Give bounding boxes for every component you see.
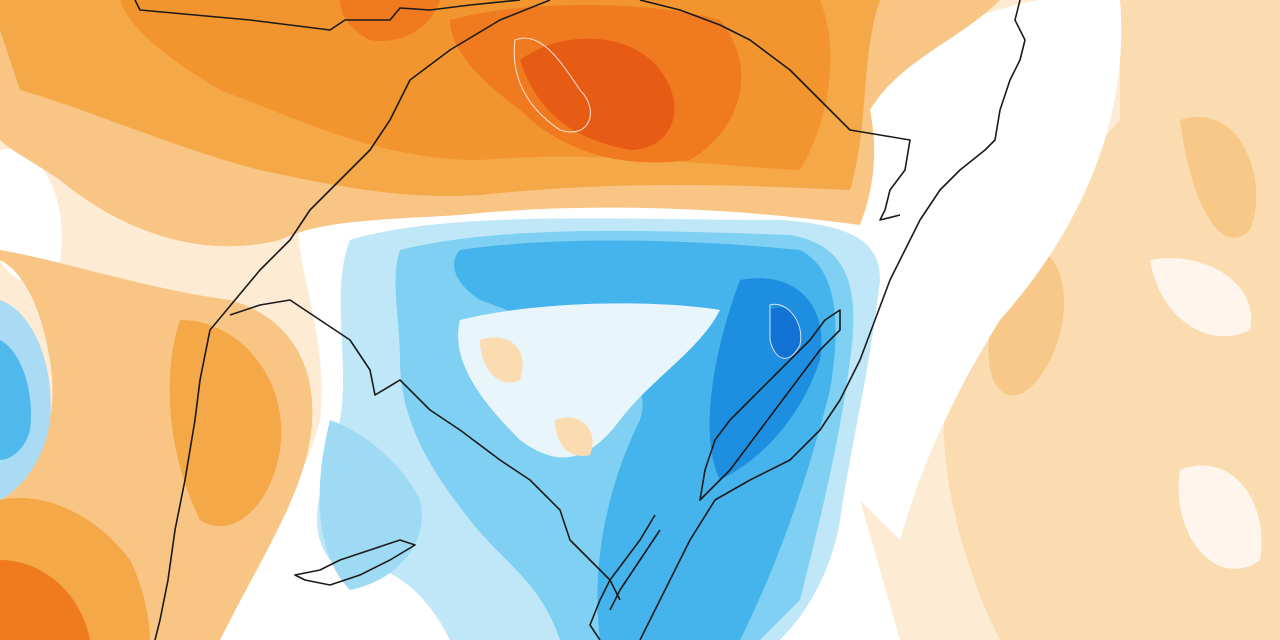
- contour-line: [769, 303, 802, 359]
- neutral-coast: [860, 0, 1122, 540]
- lagoon: [589, 514, 661, 640]
- state-border: [134, 0, 521, 31]
- cool-area-southwest: [319, 420, 422, 590]
- country-border: [229, 299, 621, 601]
- warm-area-west-mid: [169, 320, 282, 527]
- lagoon: [699, 309, 841, 501]
- coastline: [639, 0, 1026, 640]
- cool-area-peak: [770, 307, 801, 360]
- warm-area-east-core: [1180, 116, 1257, 238]
- neutral-west: [0, 148, 62, 284]
- neutral-patch: [1150, 258, 1252, 337]
- warm-patch: [480, 337, 523, 383]
- warm-patch: [555, 417, 593, 456]
- neutral-patch: [1178, 465, 1262, 569]
- reservoir: [294, 539, 416, 586]
- state-border: [639, 0, 911, 221]
- cool-area-west-core: [0, 340, 31, 460]
- warm-area-southwest-core: [0, 560, 90, 640]
- country-border: [154, 0, 551, 640]
- neutral-inner: [458, 303, 720, 458]
- contour-line: [513, 37, 591, 133]
- warm-area-north-peak: [520, 38, 675, 150]
